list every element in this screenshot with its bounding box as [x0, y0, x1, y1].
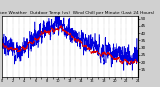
- Title: Milwaukee Weather  Outdoor Temp (vs)  Wind Chill per Minute (Last 24 Hours): Milwaukee Weather Outdoor Temp (vs) Wind…: [0, 11, 155, 15]
